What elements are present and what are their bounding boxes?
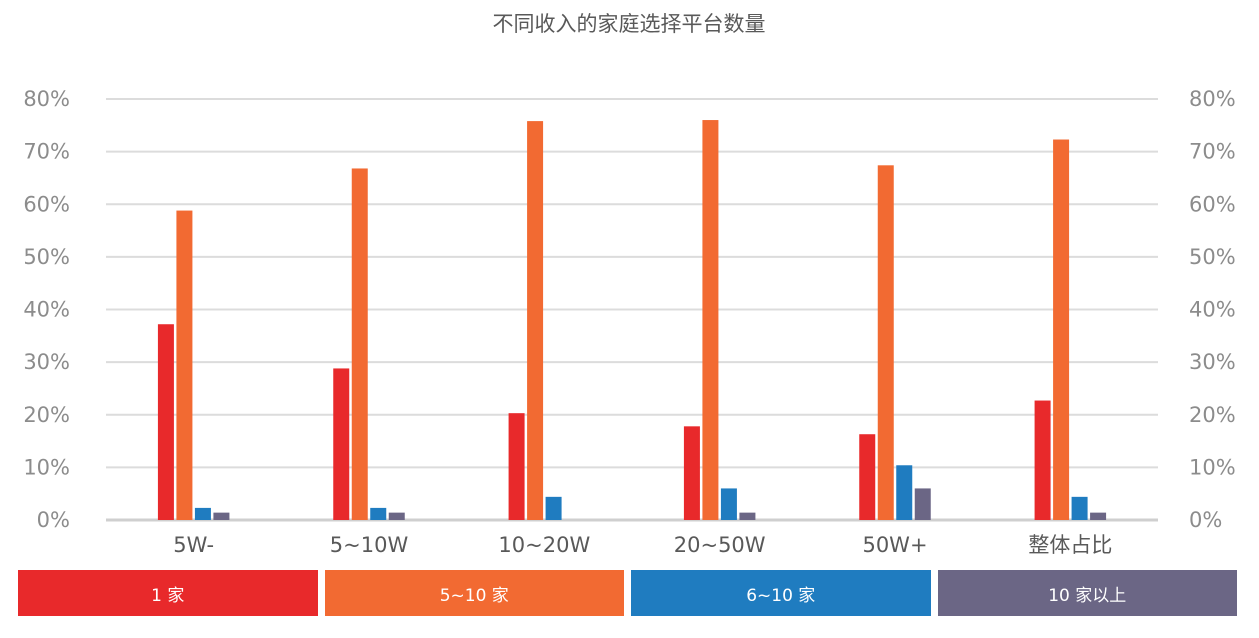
y-tick-label-left: 10%: [23, 455, 70, 479]
bar: [914, 488, 931, 520]
chart-title: 不同收入的家庭选择平台数量: [493, 12, 766, 36]
y-tick-label-right: 70%: [1189, 140, 1236, 164]
y-tick-label-left: 30%: [23, 350, 70, 374]
bar: [333, 368, 350, 520]
y-tick-label-right: 40%: [1189, 298, 1236, 322]
x-tick-label: 20~50W: [674, 533, 766, 557]
bar: [157, 324, 174, 520]
bar: [508, 413, 525, 520]
bar: [683, 426, 700, 520]
y-tick-label-left: 0%: [37, 508, 70, 532]
legend-item: 10 家以上: [937, 570, 1237, 616]
bar: [1053, 139, 1070, 521]
y-tick-label-left: 60%: [23, 192, 70, 216]
bar: [370, 507, 387, 520]
y-tick-label-left: 70%: [23, 140, 70, 164]
legend-item: 6~10 家: [631, 570, 931, 616]
x-tick-label: 50W+: [862, 533, 927, 557]
bar: [720, 488, 737, 520]
bar: [877, 165, 894, 520]
y-tick-label-right: 60%: [1189, 192, 1236, 216]
bar: [176, 210, 193, 520]
bar: [702, 120, 719, 521]
bar: [859, 434, 876, 520]
bar: [896, 465, 913, 520]
y-tick-label-left: 20%: [23, 403, 70, 427]
bar: [1090, 512, 1107, 520]
y-tick-label-right: 50%: [1189, 245, 1236, 269]
y-tick-label-right: 10%: [1189, 455, 1236, 479]
bar: [739, 512, 756, 520]
bar: [388, 512, 405, 520]
y-axis-left: 0% 10% 20% 30% 40% 50% 60% 70% 80%: [23, 87, 70, 532]
bar: [351, 168, 368, 520]
bar: [527, 121, 544, 520]
x-tick-label: 5W-: [173, 533, 214, 557]
bars: [157, 120, 1107, 521]
x-axis-labels: 5W- 5~10W 10~20W 20~50W 50W+ 整体占比: [173, 533, 1112, 557]
y-tick-label-right: 0%: [1189, 508, 1222, 532]
bar: [545, 496, 562, 520]
bar: [1071, 496, 1088, 520]
x-tick-label: 5~10W: [330, 533, 409, 557]
y-tick-label-left: 80%: [23, 87, 70, 111]
y-axis-right: 0% 10% 20% 30% 40% 50% 60% 70% 80%: [1189, 87, 1236, 532]
legend-item: 5~10 家: [324, 570, 624, 616]
y-tick-label-right: 30%: [1189, 350, 1236, 374]
x-tick-label: 10~20W: [498, 533, 590, 557]
y-tick-label-right: 80%: [1189, 87, 1236, 111]
grid-lines: [106, 98, 1158, 522]
legend-item: 1 家: [18, 570, 318, 616]
y-tick-label-left: 50%: [23, 245, 70, 269]
y-tick-label-right: 20%: [1189, 403, 1236, 427]
bar: [213, 512, 230, 520]
y-tick-label-left: 40%: [23, 298, 70, 322]
x-tick-label: 整体占比: [1028, 533, 1112, 557]
legend: 1 家 5~10 家 6~10 家 10 家以上: [18, 570, 1237, 616]
bar: [1034, 400, 1051, 520]
bar: [194, 507, 211, 520]
